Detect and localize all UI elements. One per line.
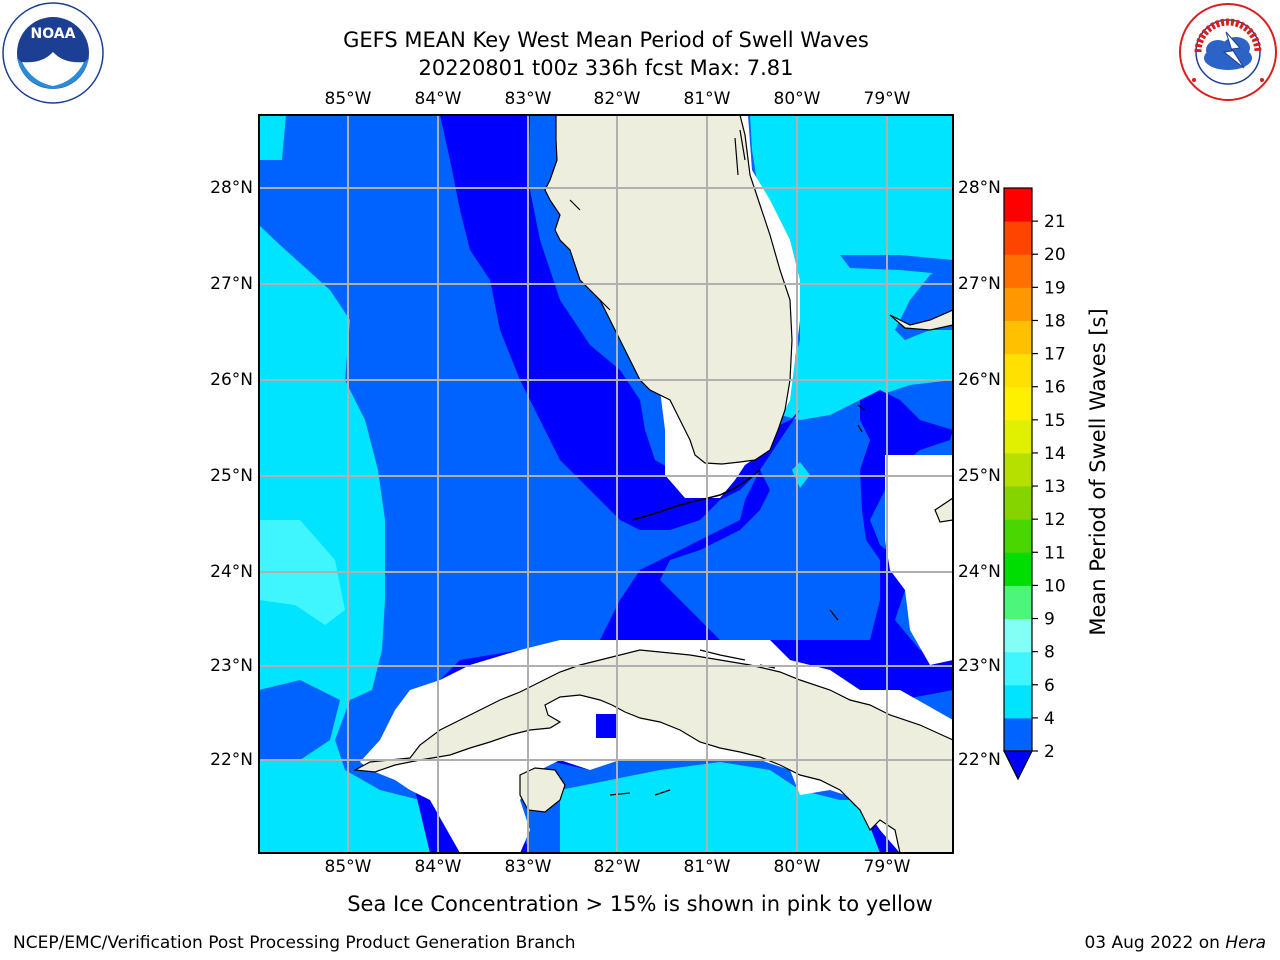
lat-label-right: 27°N — [958, 274, 1001, 294]
colorbar-segment — [1004, 353, 1032, 388]
colorbar: 2 4 6 8 9 10 11 12 13 14 15 16 17 18 19 20 21 — [1003, 187, 1066, 781]
land-florida-keys — [631, 469, 761, 521]
lat-label-right: 22°N — [958, 750, 1001, 770]
colorbar-tick-label: 2 — [1044, 742, 1055, 762]
colorbar-segment — [1004, 684, 1032, 719]
colorbar-segment — [1004, 386, 1032, 421]
lat-label-left: 24°N — [210, 562, 253, 582]
land-bahamas — [889, 309, 953, 523]
lon-label-top: 83°W — [504, 89, 552, 109]
lat-label-right: 26°N — [958, 370, 1001, 390]
colorbar-under-triangle — [1003, 750, 1033, 781]
lat-label-left: 23°N — [210, 656, 253, 676]
sea-ice-note: Sea Ice Concentration > 15% is shown in … — [347, 892, 933, 916]
lat-label-left: 26°N — [210, 370, 253, 390]
colorbar-tick-label: 11 — [1044, 543, 1066, 563]
colorbar-segment — [1004, 320, 1032, 355]
colorbar-segment — [1004, 585, 1032, 620]
lat-label-right: 24°N — [958, 562, 1001, 582]
lon-label-top: 84°W — [414, 89, 462, 109]
colorbar-segment — [1004, 618, 1032, 653]
colorbar-tick-label: 13 — [1044, 477, 1066, 497]
colorbar-segment — [1004, 519, 1032, 553]
colorbar-segment — [1004, 452, 1032, 487]
colorbar-segment — [1004, 254, 1032, 288]
map-frame — [258, 114, 954, 854]
colorbar-tick-label: 18 — [1044, 311, 1066, 331]
noaa-logo: NOAA — [2, 2, 104, 104]
lat-label-right: 25°N — [958, 466, 1001, 486]
colorbar-tick-label: 16 — [1044, 378, 1066, 398]
colorbar-segment — [1004, 287, 1032, 321]
colorbar-tick-label: 10 — [1044, 576, 1066, 596]
lon-label-bottom: 83°W — [504, 857, 552, 877]
field-4-6s-west — [259, 115, 450, 853]
colorbar-segment — [1004, 651, 1032, 686]
lon-label-bottom: 79°W — [863, 857, 911, 877]
svg-text:NOAA: NOAA — [31, 26, 76, 42]
colorbar-tick-label: 19 — [1044, 278, 1066, 298]
colorbar-tick-label: 20 — [1044, 245, 1066, 265]
colorbar-frame — [1003, 187, 1033, 752]
footer-credit: NCEP/EMC/Verification Post Processing Pr… — [13, 933, 576, 953]
lat-label-right: 23°N — [958, 656, 1001, 676]
colorbar-tick-label: 9 — [1044, 610, 1055, 630]
lat-label-right: 28°N — [958, 178, 1001, 198]
colorbar-tick-label: 12 — [1044, 510, 1066, 530]
footer-date: 03 Aug 2022 on Hera — [1084, 933, 1266, 953]
colorbar-segment — [1004, 717, 1032, 752]
colorbar-tick-label: 21 — [1044, 212, 1066, 232]
lon-label-top: 82°W — [593, 89, 641, 109]
lat-label-left: 28°N — [210, 178, 253, 198]
chart-title: GEFS MEAN Key West Mean Period of Swell … — [343, 28, 869, 52]
colorbar-segments — [1003, 187, 1033, 781]
lat-label-left: 22°N — [210, 750, 253, 770]
mask-bahamas — [885, 455, 953, 665]
colorbar-tick-label: 8 — [1044, 643, 1055, 663]
mask-isla-patch — [596, 714, 616, 738]
lon-label-top: 80°W — [773, 89, 821, 109]
lon-label-bottom: 80°W — [773, 857, 821, 877]
colorbar-segment — [1004, 419, 1032, 454]
lat-label-left: 27°N — [210, 274, 253, 294]
colorbar-segment — [1004, 486, 1032, 520]
lon-label-top: 85°W — [324, 89, 372, 109]
colorbar-tick-label: 14 — [1044, 444, 1066, 464]
lat-label-left: 25°N — [210, 466, 253, 486]
lon-label-bottom: 82°W — [593, 857, 641, 877]
colorbar-tick-label: 15 — [1044, 411, 1066, 431]
colorbar-tick-label: 4 — [1044, 709, 1055, 729]
lon-label-bottom: 81°W — [683, 857, 731, 877]
nws-logo — [1179, 3, 1277, 101]
field-4-6s-south — [560, 762, 890, 853]
lon-label-top: 79°W — [863, 89, 911, 109]
footer-machine: Hera — [1225, 933, 1266, 953]
lon-label-bottom: 85°W — [324, 857, 372, 877]
land-keys-dots — [569, 129, 746, 311]
mask-se-corner — [820, 800, 880, 853]
colorbar-segment — [1004, 221, 1032, 255]
land-isla-juventud — [519, 767, 566, 813]
field-2-4s-ne-strip — [840, 255, 953, 275]
colorbar-segment — [1004, 552, 1032, 586]
colorbar-ticks: 2 4 6 8 9 10 11 12 13 14 15 16 17 18 19 20 21 — [1032, 212, 1066, 762]
land-cuba — [352, 649, 953, 853]
chart-subtitle: 20220801 t00z 336h fcst Max: 7.81 — [418, 56, 794, 80]
lon-label-top: 81°W — [683, 89, 731, 109]
colorbar-tick-label: 17 — [1044, 345, 1066, 365]
colorbar-segment — [1004, 188, 1032, 222]
lon-label-bottom: 84°W — [414, 857, 462, 877]
colorbar-tick-label: 6 — [1044, 676, 1055, 696]
field-2-4s-west-intrusion — [259, 680, 340, 760]
map-gridlines — [259, 115, 953, 853]
